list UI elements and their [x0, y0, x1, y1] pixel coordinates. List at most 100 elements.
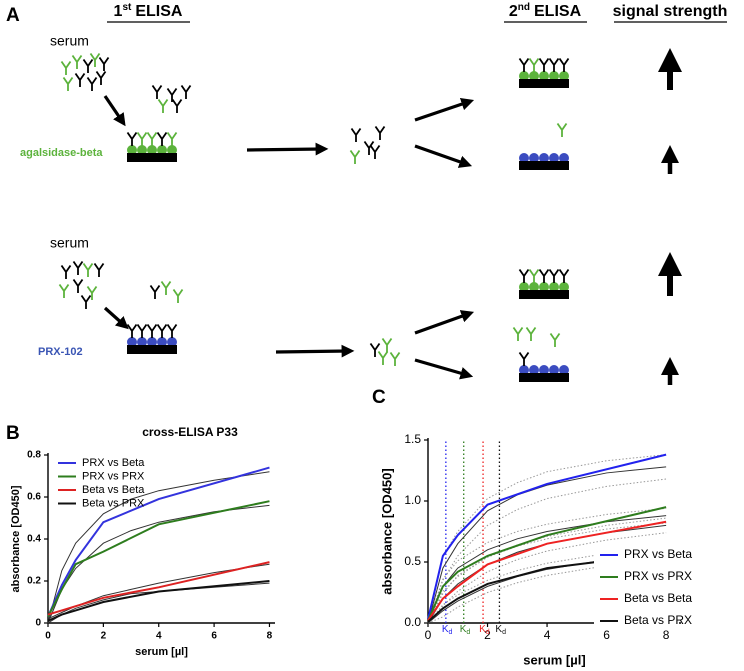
legend-label: PRX vs Beta — [82, 457, 145, 469]
legend-label: PRX vs PRX — [624, 569, 692, 583]
kd-symbol: K — [495, 624, 502, 635]
kd-symbol: K — [479, 624, 486, 635]
kd-subscript: d — [502, 629, 506, 636]
confidence-band — [427, 454, 667, 624]
plate — [518, 268, 570, 299]
plate — [126, 131, 178, 162]
plate — [126, 323, 178, 354]
y-axis-title: absorbance [OD450] — [10, 485, 22, 592]
panel-label: A — [6, 5, 20, 26]
arrow — [103, 306, 129, 330]
x-tick-label: 0 — [425, 628, 432, 642]
data-line — [427, 552, 667, 623]
y-tick-label: 1.5 — [404, 432, 421, 446]
y-tick-label: 0.6 — [27, 492, 41, 503]
data-line — [427, 453, 667, 620]
antigen-label: agalsidase-beta — [20, 147, 103, 159]
plate — [518, 351, 569, 382]
fit-curve — [47, 471, 270, 624]
data-line — [47, 500, 270, 618]
legend-label: Beta vs PRX — [82, 497, 145, 509]
antibody-cluster — [58, 260, 105, 310]
arrow — [414, 97, 475, 122]
antibody-cluster — [60, 52, 110, 92]
x-tick-label: 4 — [544, 628, 551, 642]
panel-label: B — [6, 423, 20, 444]
data-line — [427, 520, 667, 622]
antibody-cluster — [512, 326, 561, 348]
kd-subscript: d — [466, 629, 470, 636]
heading: 2nd ELISA — [509, 2, 582, 21]
arrow — [414, 358, 474, 380]
antibody-cluster — [151, 84, 192, 114]
y-tick-label: 0.2 — [27, 576, 41, 587]
kd-label: Kd — [442, 624, 453, 636]
kd-subscript: d — [449, 629, 453, 636]
x-tick-label: 6 — [211, 631, 217, 642]
legend-label: Beta vs Beta — [82, 484, 145, 496]
antibody-cluster — [369, 337, 401, 367]
antibody — [556, 122, 568, 138]
arrow — [275, 344, 355, 358]
data-line — [47, 580, 270, 622]
antigen-label: PRX-102 — [38, 346, 83, 358]
y-axis-title: absorbance [OD450] — [379, 468, 394, 594]
plate — [519, 153, 569, 170]
serum-label: serum — [50, 235, 89, 251]
chart-title: cross-ELISA P33 — [142, 425, 238, 439]
legend-box — [594, 544, 679, 630]
y-tick-label: 0 — [35, 618, 41, 629]
x-tick-label: 4 — [156, 631, 162, 642]
heading-num: 1 — [114, 3, 123, 20]
antibody-cluster — [149, 280, 184, 304]
data-line — [427, 506, 667, 621]
kd-label: Kd — [479, 624, 490, 636]
panel-label: C — [372, 387, 386, 408]
arrow — [414, 310, 475, 335]
kd-subscript: d — [486, 629, 490, 636]
x-axis-title: serum [µl] — [135, 646, 188, 658]
heading: 1st ELISA — [114, 2, 183, 21]
x-tick-label: 2 — [101, 631, 107, 642]
arrow — [246, 142, 329, 156]
data-line — [47, 466, 270, 618]
legend-label: Beta vs PRX — [624, 613, 692, 627]
confidence-band — [427, 517, 667, 624]
heading-text: ELISA — [534, 3, 582, 20]
heading-sup: st — [122, 2, 132, 13]
kd-symbol: K — [442, 624, 449, 635]
y-tick-label: 1.0 — [404, 493, 421, 507]
y-tick-label: 0.5 — [404, 554, 421, 568]
confidence-band — [427, 507, 667, 624]
heading-text: ELISA — [135, 3, 183, 20]
x-axis-title: serum [µl] — [523, 652, 585, 667]
confidence-band — [427, 532, 667, 624]
antibody-cluster — [349, 125, 386, 165]
data-line — [47, 561, 270, 616]
arrow — [103, 95, 126, 127]
serum-label: serum — [50, 33, 89, 49]
fit-curve — [47, 563, 270, 620]
legend-label: PRX vs Beta — [624, 547, 692, 561]
kd-label: Kd — [495, 624, 506, 636]
confidence-band — [427, 522, 667, 624]
y-tick-label: 0.4 — [27, 534, 41, 545]
legend-label: Beta vs Beta — [624, 591, 692, 605]
x-tick-label: 2 — [484, 628, 491, 642]
heading-num: 2 — [509, 3, 518, 20]
arrow — [414, 144, 473, 168]
x-tick-label: 8 — [267, 631, 273, 642]
x-tick-label: 6 — [603, 628, 610, 642]
x-tick-label: 8 — [663, 628, 670, 642]
y-tick-label: 0.8 — [27, 450, 41, 461]
heading: signal strength — [613, 3, 728, 20]
heading-sup: nd — [518, 2, 530, 13]
legend-label: PRX vs PRX — [82, 470, 145, 482]
y-tick-label: 0.0 — [404, 615, 421, 629]
fit-curve — [47, 582, 270, 624]
plate — [518, 57, 570, 88]
x-tick-label: 0 — [45, 631, 51, 642]
kd-symbol: K — [460, 624, 467, 635]
